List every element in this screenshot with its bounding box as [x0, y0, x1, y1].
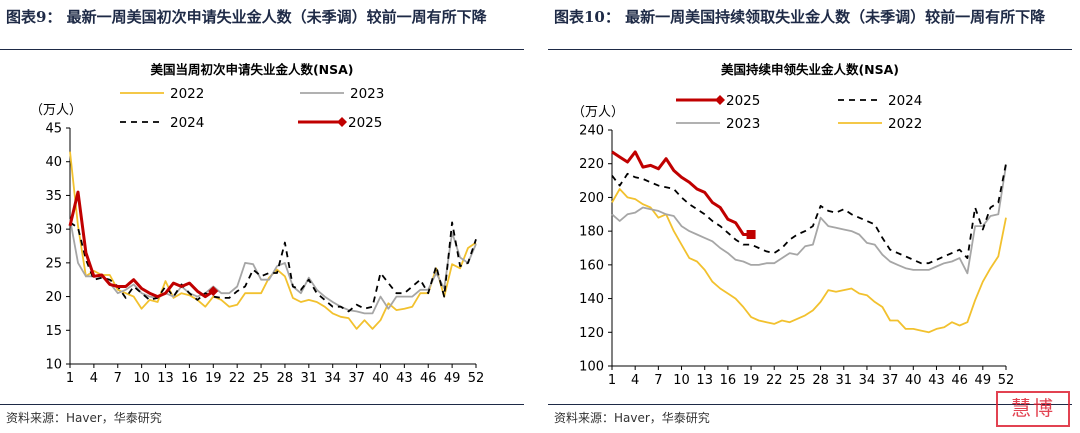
figure-title: 图表9： 最新一周美国初次申请失业金人数（未季调）较前一周有所下降: [6, 8, 487, 26]
series-end-marker-2025: [746, 230, 756, 240]
legend-marker-2025: [715, 95, 725, 105]
y-tick-label: 15: [45, 324, 62, 339]
y-tick-label: 200: [579, 191, 604, 206]
x-tick-label: 37: [348, 371, 365, 386]
x-tick-label: 4: [90, 371, 98, 386]
series-line-2022: [69, 151, 477, 330]
series-line-2023: [69, 218, 477, 315]
x-tick-label: 34: [324, 371, 341, 386]
x-tick-label: 46: [420, 371, 437, 386]
source-divider: [0, 404, 524, 405]
x-tick-label: 13: [157, 371, 174, 386]
legend-label-2025: 2025: [348, 115, 382, 131]
x-tick-label: 22: [766, 373, 783, 388]
x-tick-label: 49: [444, 371, 461, 386]
legend-label-2025: 2025: [726, 93, 760, 109]
x-tick-label: 52: [998, 373, 1015, 388]
y-tick-label: 25: [45, 256, 62, 271]
y-tick-label: 40: [45, 155, 62, 170]
x-tick-label: 52: [468, 371, 485, 386]
x-tick-label: 1: [608, 373, 616, 388]
x-tick-label: 19: [205, 371, 222, 386]
legend-label-2024: 2024: [170, 115, 204, 131]
panel-continuing-claims: 图表10： 最新一周美国持续领取失业金人数（未季调）较前一周有所下降 美国持续申…: [548, 0, 1076, 433]
x-tick-label: 31: [301, 371, 318, 386]
panel-initial-claims: 图表9： 最新一周美国初次申请失业金人数（未季调）较前一周有所下降 美国当周初次…: [0, 0, 528, 433]
series-line-2023: [611, 165, 1007, 275]
y-tick-label: 140: [579, 292, 604, 307]
y-tick-label: 220: [579, 157, 604, 172]
x-tick-label: 28: [277, 371, 294, 386]
x-tick-label: 46: [951, 373, 968, 388]
y-unit-label: （万人）: [30, 103, 82, 118]
x-tick-label: 34: [859, 373, 876, 388]
x-tick-label: 49: [975, 373, 992, 388]
x-tick-label: 7: [654, 373, 662, 388]
x-tick-label: 25: [789, 373, 806, 388]
x-tick-label: 10: [133, 371, 150, 386]
source-divider: [548, 404, 1072, 405]
series-end-marker-2025: [208, 286, 219, 297]
legend-label-2022: 2022: [888, 116, 922, 132]
source-note: 资料来源：Haver，华泰研究: [6, 411, 162, 425]
x-tick-label: 16: [181, 371, 198, 386]
x-tick-label: 43: [928, 373, 945, 388]
series-line-2025: [611, 150, 752, 236]
y-tick-label: 30: [45, 223, 62, 238]
x-tick-label: 7: [114, 371, 122, 386]
y-tick-label: 160: [579, 258, 604, 273]
legend-label-2024: 2024: [888, 93, 922, 109]
x-tick-label: 40: [372, 371, 389, 386]
x-tick-label: 28: [812, 373, 829, 388]
x-tick-label: 40: [905, 373, 922, 388]
x-tick-label: 10: [673, 373, 690, 388]
x-tick-label: 1: [66, 371, 74, 386]
x-tick-label: 25: [253, 371, 270, 386]
series-line-2022: [611, 188, 1007, 334]
y-tick-label: 20: [45, 290, 62, 305]
y-tick-label: 45: [45, 122, 62, 137]
legend-marker-2025: [337, 117, 347, 127]
x-tick-label: 13: [696, 373, 713, 388]
x-tick-label: 19: [743, 373, 760, 388]
x-tick-label: 16: [720, 373, 737, 388]
y-tick-label: 120: [579, 326, 604, 341]
watermark-stamp: 慧博: [996, 391, 1070, 427]
title-divider: [0, 49, 524, 50]
continuing-claims-chart: 美国持续申领失业金人数(NSA)（万人）10012014016018020022…: [572, 62, 1015, 388]
x-tick-label: 43: [396, 371, 413, 386]
legend-label-2023: 2023: [726, 116, 760, 132]
y-tick-label: 10: [45, 358, 62, 373]
y-tick-label: 180: [579, 225, 604, 240]
y-tick-label: 35: [45, 189, 62, 204]
y-tick-label: 240: [579, 124, 604, 139]
y-tick-label: 100: [579, 360, 604, 375]
figure-title: 图表10： 最新一周美国持续领取失业金人数（未季调）较前一周有所下降: [554, 8, 1046, 26]
legend-label-2023: 2023: [350, 86, 384, 102]
series-line-2025: [68, 190, 215, 299]
x-tick-label: 37: [882, 373, 899, 388]
title-divider: [548, 49, 1072, 50]
source-note: 资料来源：Haver，华泰研究: [554, 411, 710, 425]
legend-label-2022: 2022: [170, 86, 204, 102]
series-line-2024: [69, 221, 477, 313]
x-tick-label: 31: [835, 373, 852, 388]
chart-title: 美国持续申领失业金人数(NSA): [721, 62, 899, 77]
chart-title: 美国当周初次申请失业金人数(NSA): [150, 62, 353, 77]
series-line-2024: [611, 163, 1007, 265]
y-unit-label: （万人）: [572, 105, 624, 120]
x-tick-label: 22: [229, 371, 246, 386]
x-tick-label: 4: [631, 373, 639, 388]
